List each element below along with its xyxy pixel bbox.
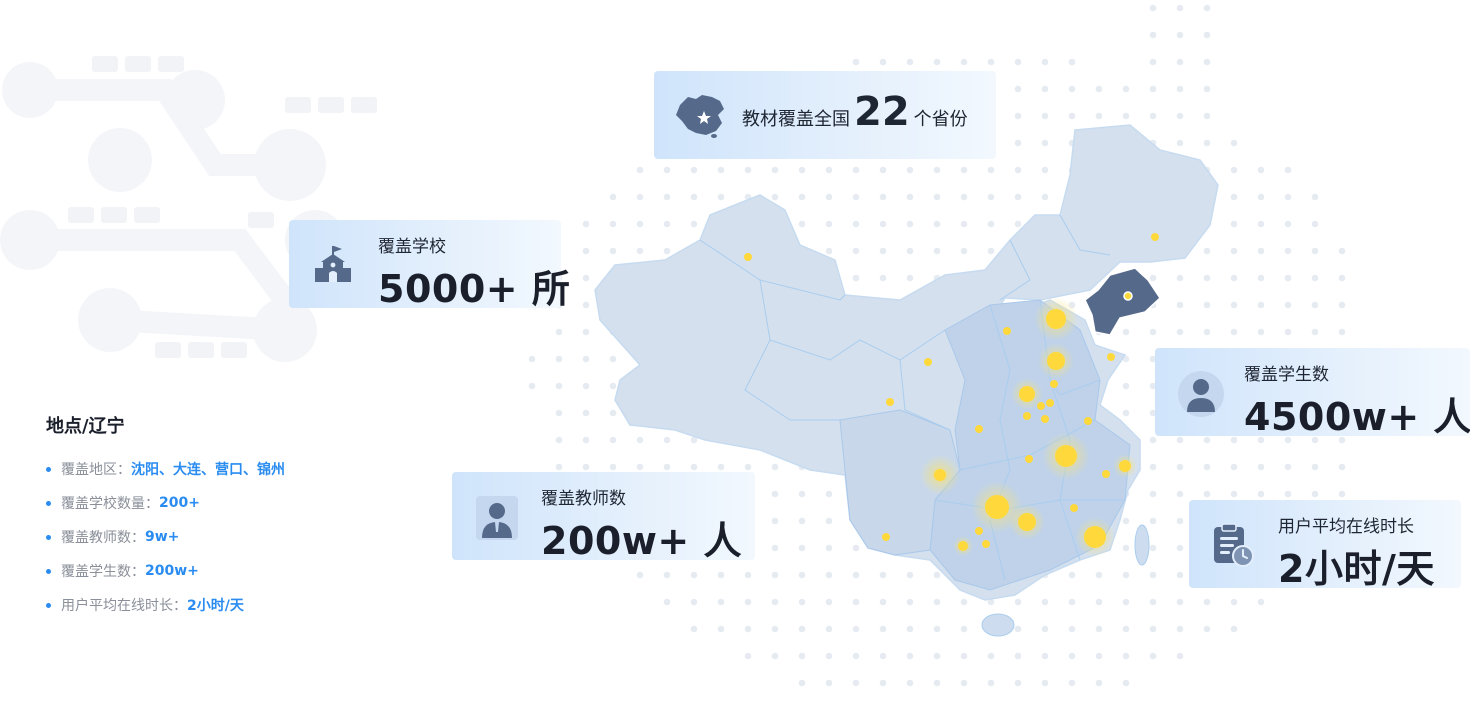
hotspot-dot: [1019, 386, 1035, 402]
taiwan-island: [1134, 524, 1150, 566]
location-title: 地点/辽宁: [46, 416, 125, 437]
teacher-count-value: 9w+: [145, 529, 180, 545]
hotspot-dot: [1119, 460, 1131, 472]
students-coverage-card: 覆盖学生数 4500w+ 人: [1155, 348, 1470, 439]
hotspot-dot: [985, 495, 1009, 519]
hotspot-dot: [1084, 526, 1106, 548]
provinces-label-suffix: 个省份: [913, 109, 968, 130]
student-icon: [1177, 370, 1225, 422]
bullet-dot: [46, 602, 51, 608]
online-time-card: 用户平均在线时长 2小时/天: [1189, 500, 1461, 591]
school-count-key: 覆盖学校数量：: [61, 496, 159, 512]
hotspot-dot: [1047, 352, 1065, 370]
hotspot-dot: [1018, 513, 1036, 531]
hotspot-dot: [924, 358, 932, 366]
teacher-count-key: 覆盖教师数：: [61, 530, 145, 546]
online-time-key: 用户平均在线时长：: [61, 598, 187, 614]
hotspot-dot: [1151, 233, 1159, 241]
hotspot-dot: [882, 533, 890, 541]
hotspot-dot: [934, 469, 946, 481]
provinces-label-prefix: 教材覆盖全国: [742, 109, 850, 130]
hotspot-dot: [1025, 455, 1033, 463]
schedule-clock-icon: [1211, 522, 1255, 572]
teacher-icon: [474, 494, 520, 546]
hotspot-dot: [1046, 309, 1066, 329]
hotspot-dot: [1003, 327, 1011, 335]
provinces-count: 22: [854, 89, 910, 135]
list-item: 用户平均在线时长： 2小时/天: [46, 588, 366, 622]
hotspot-dot: [1041, 415, 1049, 423]
hotspot-dot: [958, 541, 968, 551]
students-value: 4500w+ 人: [1244, 395, 1470, 439]
online-time-detail-value: 2小时/天: [187, 598, 244, 614]
hotspot-dot: [982, 540, 990, 548]
hotspot-dot: [1102, 470, 1110, 478]
coverage-area-key: 覆盖地区：: [61, 462, 131, 478]
bullet-dot: [46, 466, 51, 472]
liaoning-highlight: [1084, 267, 1161, 336]
hotspot-dot: [1023, 412, 1031, 420]
bullet-dot: [46, 534, 51, 540]
bullet-dot: [46, 500, 51, 506]
hotspot-dot: [1084, 417, 1092, 425]
hotspot-dot: [1037, 402, 1045, 410]
hotspot-dot: [744, 253, 752, 261]
list-item: 覆盖学校数量： 200+: [46, 486, 366, 520]
schools-coverage-card: 覆盖学校 5000+ 所: [289, 220, 570, 311]
list-item: 覆盖学生数： 200w+: [46, 554, 366, 588]
teachers-label: 覆盖教师数: [541, 489, 626, 509]
student-count-key: 覆盖学生数：: [61, 564, 145, 580]
provinces-coverage-text: 教材覆盖全国 22 个省份: [742, 89, 968, 135]
teachers-value: 200w+ 人: [541, 519, 742, 563]
hotspot-dot: [1107, 353, 1115, 361]
southwest-region: [839, 409, 961, 556]
hotspot-dot: [975, 527, 983, 535]
student-count-value: 200w+: [145, 563, 199, 579]
location-detail-panel: 地点/辽宁 覆盖地区： 沈阳、大连、营口、锦州 覆盖学校数量： 200+ 覆盖教…: [46, 412, 366, 622]
list-item: 覆盖地区： 沈阳、大连、营口、锦州: [46, 452, 366, 486]
china-map-icon: [672, 91, 728, 143]
coverage-area-value: 沈阳、大连、营口、锦州: [131, 462, 285, 478]
hotspot-dot: [1070, 504, 1078, 512]
hotspot-dot: [886, 398, 894, 406]
schools-label: 覆盖学校: [378, 237, 446, 257]
online-time-value: 2小时/天: [1278, 547, 1435, 591]
list-item: 覆盖教师数： 9w+: [46, 520, 366, 554]
students-label: 覆盖学生数: [1244, 365, 1329, 385]
school-icon: [311, 242, 355, 290]
liaoning-marker: [1123, 291, 1133, 301]
hotspot-dot: [1046, 399, 1054, 407]
hotspot-dot: [975, 425, 983, 433]
teachers-coverage-card: 覆盖教师数 200w+ 人: [452, 472, 755, 563]
online-time-label: 用户平均在线时长: [1278, 517, 1414, 537]
bullet-dot: [46, 568, 51, 574]
schools-value: 5000+ 所: [378, 267, 571, 311]
school-count-value: 200+: [159, 495, 200, 511]
hotspot-dot: [1050, 380, 1058, 388]
hainan-island: [981, 613, 1015, 637]
hotspot-dot: [1055, 445, 1077, 467]
provinces-coverage-card: 教材覆盖全国 22 个省份: [654, 71, 996, 159]
